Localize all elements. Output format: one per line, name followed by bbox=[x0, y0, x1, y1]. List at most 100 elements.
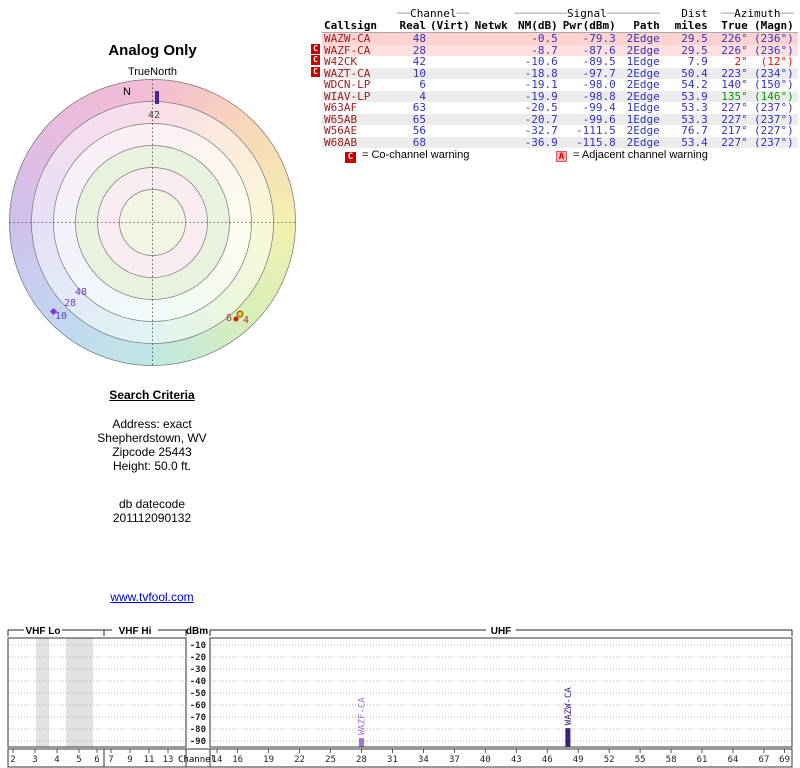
table-row[interactable]: WAZW-CA 48 -0.5 -79.3 2Edge 29.5 226° (236°) bbox=[322, 32, 798, 45]
cell-netwk bbox=[474, 91, 512, 103]
co-channel-warning-badge: C bbox=[311, 55, 320, 65]
cell-true: 135° bbox=[721, 90, 748, 102]
cell-true: 227° bbox=[721, 136, 748, 148]
signal-group-label: Signal bbox=[567, 9, 607, 19]
channel-tick-label: 14 bbox=[212, 755, 223, 765]
cell-virt bbox=[430, 125, 474, 137]
cell-real: 68 bbox=[412, 136, 426, 148]
channel-tick-label: 55 bbox=[635, 755, 646, 765]
co-channel-warning-badge: C bbox=[311, 43, 320, 54]
cell-true: 217° bbox=[721, 125, 748, 137]
cell-netwk bbox=[474, 68, 512, 80]
co-channel-warning-badge: C bbox=[311, 66, 320, 77]
channel-tick-label: 61 bbox=[697, 755, 708, 765]
y-axis-tick-label: -90 bbox=[190, 737, 206, 747]
cell-virt bbox=[430, 33, 474, 45]
table-row[interactable]: W63AF 63 -20.5 -99.4 1Edge 53.3 227° (237°) bbox=[322, 102, 798, 114]
col-header-magn: (Magn) bbox=[751, 19, 798, 33]
y-axis-tick-label: -50 bbox=[190, 689, 206, 699]
channel-tick-label: 5 bbox=[76, 755, 81, 765]
vhf-shaded-band-2 bbox=[66, 638, 93, 747]
cell-pwr: -79.3 bbox=[582, 32, 616, 45]
channel-tick-label: 4 bbox=[54, 755, 59, 765]
channel-6-label: 6 bbox=[226, 313, 232, 324]
azimuth-group-label: Azimuth bbox=[734, 9, 781, 19]
search-zipcode: Zipcode 25443 bbox=[112, 445, 192, 459]
channel-group-dash: ── bbox=[396, 9, 411, 19]
signal-table: ──Channel── ────────Signal──────── Dist … bbox=[322, 9, 798, 148]
gridline-layer bbox=[9, 644, 791, 742]
cell-real: 6 bbox=[419, 79, 426, 91]
table-row[interactable]: W42CK 42 -10.6 -89.5 1Edge 7.9 2° (12°) bbox=[322, 56, 798, 68]
channel-10-label: 10 bbox=[55, 311, 67, 322]
db-datecode-value: 201112090132 bbox=[112, 511, 192, 525]
cell-miles: 29.5 bbox=[681, 32, 708, 45]
se-marker-dot-yellow bbox=[236, 310, 244, 318]
cell-miles: 76.7 bbox=[681, 125, 708, 137]
group-blank bbox=[474, 9, 512, 19]
channel-tick-label: 40 bbox=[480, 755, 491, 765]
table-row[interactable]: WAZT-CA 10 -18.8 -97.7 2Edge 50.4 223° (234°) bbox=[322, 67, 798, 80]
cell-magn: (227°) bbox=[754, 125, 794, 137]
tvfool-link[interactable]: www.tvfool.com bbox=[110, 590, 194, 604]
signal-group-dash: ──────── bbox=[514, 9, 568, 19]
cell-virt bbox=[430, 91, 474, 103]
signal-bar[interactable] bbox=[358, 738, 364, 747]
se-marker-dot-red bbox=[233, 316, 239, 322]
cell-nm: -19.1 bbox=[524, 79, 558, 91]
cell-miles: 53.4 bbox=[681, 136, 708, 148]
vhf-plot-area bbox=[7, 637, 187, 748]
table-row[interactable]: W56AE 56 -32.7 -111.5 2Edge 76.7 217° (227°) bbox=[322, 125, 798, 137]
vhf-hi-band-label: VHF Hi bbox=[119, 626, 152, 637]
table-row[interactable]: WDCN-LP 6 -19.1 -98.0 2Edge 54.2 140° (150°) bbox=[322, 79, 798, 91]
table-row[interactable]: W65AB 65 -20.7 -99.6 1Edge 53.3 227° (237°) bbox=[322, 113, 798, 125]
cell-miles: 29.5 bbox=[681, 44, 708, 56]
cell-magn: (12°) bbox=[760, 56, 794, 68]
cell-nm: -32.7 bbox=[524, 125, 558, 137]
signal-bar[interactable] bbox=[565, 728, 571, 747]
cell-netwk bbox=[474, 56, 512, 68]
channel-tick-label: 6 bbox=[94, 755, 99, 765]
channel-tick-label: 64 bbox=[728, 755, 739, 765]
channel-tick-label: 37 bbox=[449, 755, 460, 765]
group-azimuth: ──Azimuth── bbox=[712, 9, 798, 19]
y-axis-tick-label: -40 bbox=[190, 677, 206, 687]
cell-callsign: W42CK bbox=[324, 56, 358, 68]
cell-path: 2Edge bbox=[626, 79, 660, 91]
col-header-netwk: Netwk bbox=[473, 19, 512, 33]
cell-path: 2Edge bbox=[626, 32, 660, 45]
channel-tick-layer: 2 3 4 5 6 7 9 11 13 14 16 19 22 25 28 31 34 37 40 43 46 49 52 5… bbox=[10, 749, 790, 765]
cell-callsign: W63AF bbox=[324, 102, 358, 114]
cell-netwk bbox=[474, 102, 512, 114]
cell-magn: (150°) bbox=[754, 79, 794, 91]
col-header-callsign: Callsign bbox=[322, 19, 384, 33]
cell-path: 2Edge bbox=[626, 44, 660, 56]
cell-nm: -8.7 bbox=[531, 44, 558, 56]
table-row[interactable]: W68AB 68 -36.9 -115.8 2Edge 53.4 227° (237°) bbox=[322, 136, 798, 148]
cell-netwk bbox=[474, 79, 512, 91]
cell-virt bbox=[430, 45, 474, 57]
legend-co-channel: C = Co-channel warning bbox=[345, 149, 469, 163]
cell-real: 4 bbox=[419, 90, 426, 102]
cell-callsign: WAZT-CA bbox=[324, 67, 371, 79]
y-axis-labels: -10 -20 -30 -40 -50 -60 -70 -80 -90 bbox=[190, 641, 206, 747]
table-row[interactable]: WIAV-LP 4 -19.9 -98.8 2Edge 53.9 135° (146°) bbox=[322, 90, 798, 103]
col-header-virt: (Virt) bbox=[430, 19, 474, 33]
search-address: Address: exact bbox=[112, 417, 192, 431]
channel-tick-label: 2 bbox=[10, 755, 15, 765]
channel-axis-label: Channel bbox=[178, 755, 216, 765]
cell-nm: -36.9 bbox=[524, 136, 558, 148]
channel-tick-label: 25 bbox=[325, 755, 336, 765]
cell-path: 2Edge bbox=[626, 136, 660, 148]
col-header-real: Real bbox=[384, 19, 430, 33]
cell-miles: 7.9 bbox=[687, 56, 708, 68]
channel-tick-label: 46 bbox=[542, 755, 553, 765]
cell-magn: (236°) bbox=[754, 32, 794, 45]
table-row[interactable]: WAZF-CA 28 -8.7 -87.6 2Edge 29.5 226° (236°) bbox=[322, 44, 798, 57]
col-header-nm: NM(dB) bbox=[511, 19, 562, 33]
cell-miles: 50.4 bbox=[681, 67, 708, 79]
cell-nm: -18.8 bbox=[524, 67, 558, 79]
north-label: N bbox=[123, 86, 131, 98]
search-criteria-block: Search Criteria Address: exact Shepherds… bbox=[40, 388, 264, 525]
